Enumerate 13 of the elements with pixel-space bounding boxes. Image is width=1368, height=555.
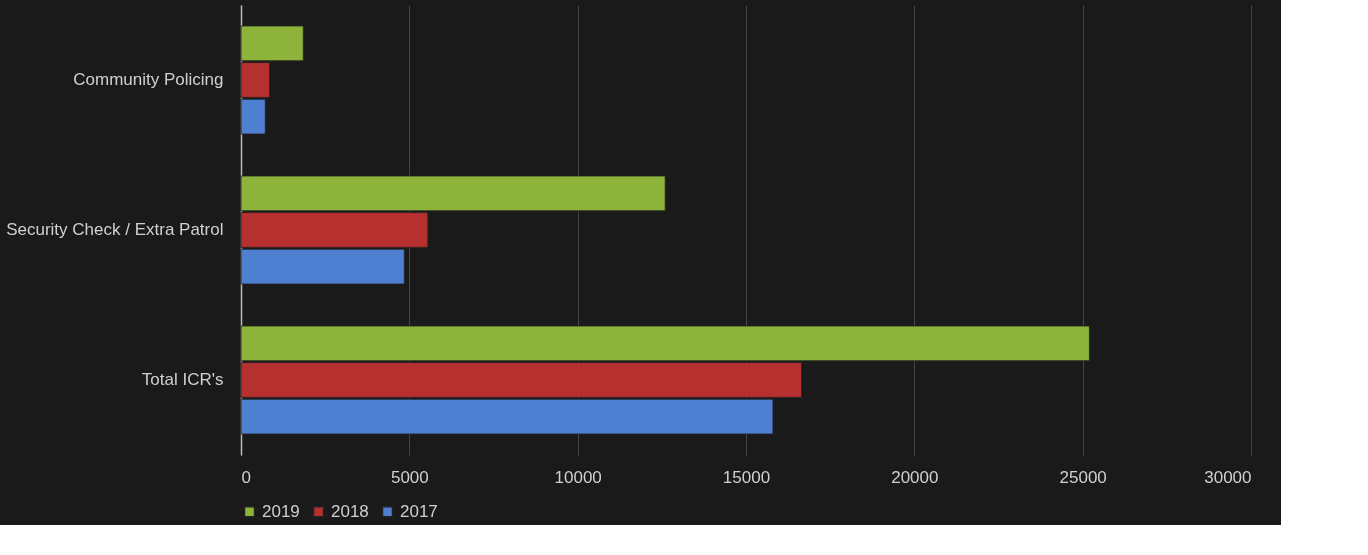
x-tick-label: 25000: [1059, 467, 1107, 487]
x-tick-label: 10000: [554, 467, 602, 487]
x-tick-label: 0: [241, 467, 251, 487]
x-tick-label: 20000: [891, 467, 939, 487]
legend-label: 2019: [262, 501, 300, 521]
x-tick-label: 30000: [1204, 467, 1252, 487]
legend-label: 2018: [331, 501, 369, 521]
x-tick-label: 15000: [722, 467, 771, 487]
y-tick-label: Total ICR's: [141, 370, 224, 389]
y-tick-label: Security Check / Extra Patrol: [6, 220, 224, 239]
legend-label: 2017: [400, 501, 438, 521]
x-tick-label: 5000: [390, 467, 429, 487]
y-tick-label: Community Policing: [73, 70, 224, 89]
